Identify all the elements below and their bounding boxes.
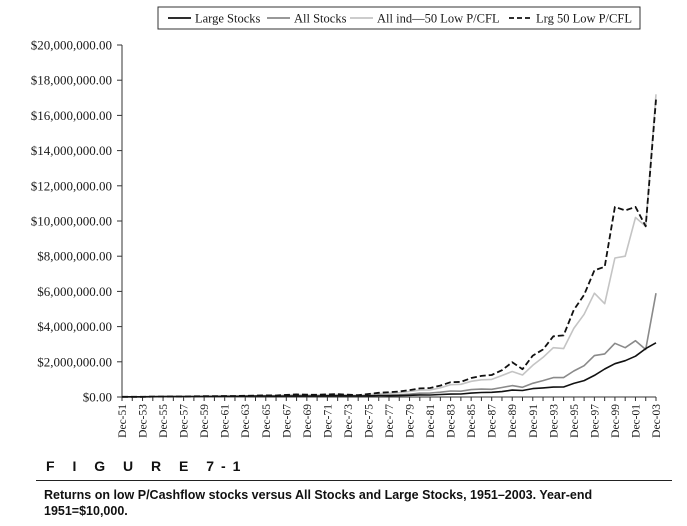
- y-axis: $0.00 $2,000,000.00 $4,000,000.00 $6,000,00…: [31, 38, 123, 405]
- y-tick-label: $2,000,000.00: [37, 354, 112, 369]
- x-tick-label: Dec-69: [302, 404, 314, 438]
- legend-label: All ind—50 Low P/CFL: [377, 12, 500, 26]
- y-tick-label: $16,000,000.00: [31, 108, 112, 123]
- y-tick-label: $20,000,000.00: [31, 38, 112, 53]
- x-tick-label: Dec-55: [158, 404, 170, 438]
- chart: Large Stocks All Stocks All ind—50 Low P/C…: [31, 6, 663, 438]
- x-tick-label: Dec-71: [322, 404, 334, 438]
- y-tick-label: $8,000,000.00: [37, 249, 112, 264]
- legend-label: Lrg 50 Low P/CFL: [536, 12, 632, 26]
- x-tick-label: Dec-77: [384, 404, 396, 438]
- x-tick-label: Dec-59: [199, 404, 211, 438]
- y-tick-label: $18,000,000.00: [31, 73, 112, 88]
- series-line-2: [122, 94, 657, 398]
- x-tick-label: Dec-65: [261, 404, 273, 438]
- x-tick-label: Dec-85: [466, 404, 478, 438]
- x-tick-label: Dec-93: [548, 404, 560, 438]
- series-line-3: [122, 99, 657, 398]
- y-tick-label: $4,000,000.00: [37, 319, 112, 334]
- x-tick-label: Dec-67: [281, 404, 293, 438]
- x-tick-label: Dec-83: [446, 404, 458, 438]
- x-tick-label: Dec-89: [507, 404, 519, 438]
- y-tick-label: $6,000,000.00: [37, 284, 112, 299]
- x-tick-label: Dec-53: [138, 404, 150, 438]
- x-tick-label: Dec-99: [610, 404, 622, 438]
- legend-label: All Stocks: [294, 12, 347, 26]
- x-tick-label: Dec-63: [240, 404, 252, 438]
- x-tick-label: Dec-95: [569, 404, 581, 438]
- x-tick-label: Dec-51: [117, 404, 129, 438]
- x-tick-label: Dec-81: [425, 404, 437, 438]
- legend-box: [157, 6, 641, 30]
- x-tick-label: Dec-91: [528, 404, 540, 438]
- x-tick-label: Dec-01: [630, 404, 642, 438]
- y-tick-label: $0.00: [83, 390, 112, 405]
- legend-label: Large Stocks: [195, 12, 261, 26]
- figure-caption: Returns on low P/Cashflow stocks versus …: [44, 488, 593, 518]
- series-group: [122, 94, 657, 398]
- caption-rule: [36, 480, 672, 481]
- series-line-1: [122, 293, 657, 398]
- x-tick-label: Dec-61: [220, 404, 232, 438]
- figure-label: F I G U R E 7-1: [46, 458, 248, 474]
- x-tick-label: Dec-75: [363, 404, 375, 438]
- series-line-0: [122, 342, 657, 398]
- legend: Large Stocks All Stocks All ind—50 Low P/C…: [157, 6, 641, 30]
- x-axis: Dec-51 Dec-53 Dec-55 Dec-57 Dec-59 Dec-61 Dec-…: [117, 396, 663, 438]
- x-tick-label: Dec-57: [179, 404, 191, 438]
- x-tick-label: Dec-03: [651, 404, 663, 438]
- y-tick-label: $12,000,000.00: [31, 178, 112, 193]
- x-tick-label: Dec-73: [343, 404, 355, 438]
- x-tick-label: Dec-87: [487, 404, 499, 438]
- x-tick-label: Dec-79: [405, 404, 417, 438]
- y-tick-label: $10,000,000.00: [31, 214, 112, 229]
- x-tick-label: Dec-97: [589, 404, 601, 438]
- y-tick-label: $14,000,000.00: [31, 143, 112, 158]
